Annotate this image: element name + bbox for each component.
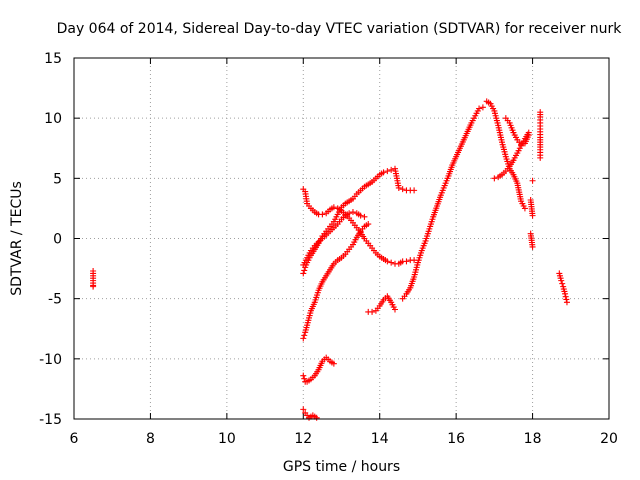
x-tick-label: 6 — [70, 431, 79, 447]
data-point — [403, 258, 410, 265]
data-point — [562, 293, 569, 300]
data-point — [301, 267, 308, 274]
series-arc-1 — [90, 267, 97, 290]
x-tick-label: 14 — [371, 431, 389, 447]
data-point — [330, 204, 337, 211]
data-point — [313, 414, 320, 421]
data-point — [388, 166, 395, 173]
data-point — [559, 280, 566, 287]
y-tick-label: 5 — [53, 171, 62, 187]
plot-frame — [73, 57, 610, 420]
series-arc-2 — [300, 165, 418, 277]
data-point — [300, 270, 307, 277]
series-arc-12 — [502, 115, 536, 219]
series-arc-14 — [537, 109, 544, 161]
series-arc-10 — [483, 98, 528, 212]
data-point — [479, 104, 486, 111]
data-point — [300, 406, 307, 413]
data-point — [319, 211, 326, 218]
series-arc-9 — [399, 104, 486, 302]
x-tick-label: 16 — [447, 431, 465, 447]
data-point — [361, 213, 368, 220]
data-point — [525, 132, 532, 139]
data-point — [346, 210, 353, 217]
data-point — [558, 277, 565, 284]
data-point — [518, 141, 525, 148]
data-point — [529, 212, 536, 219]
chart-title: Day 064 of 2014, Sidereal Day-to-day VTE… — [57, 21, 623, 37]
y-tick-label: 10 — [44, 111, 62, 127]
data-point — [300, 335, 307, 342]
data-point — [380, 169, 387, 176]
data-point — [563, 299, 570, 306]
data-point — [330, 360, 337, 367]
series-arc-3 — [300, 186, 418, 267]
data-point — [349, 209, 356, 216]
data-point — [491, 175, 498, 182]
data-point — [529, 177, 536, 184]
data-point — [369, 308, 376, 315]
data-point — [90, 283, 97, 290]
data-point — [411, 187, 418, 194]
y-tick-label: 15 — [44, 51, 62, 67]
data-point — [399, 186, 406, 193]
y-axis-label: SDTVAR / TECUs — [9, 181, 25, 296]
x-tick-label: 12 — [294, 431, 312, 447]
y-tick-label: -5 — [48, 292, 62, 308]
x-tick-label: 10 — [218, 431, 236, 447]
data-point — [384, 168, 391, 175]
axis-ticks: 6 8 10 12 14 16 18 20 -15 -10 -5 0 5 10 15 — [39, 51, 618, 447]
x-tick-label: 18 — [524, 431, 542, 447]
data-point — [300, 372, 307, 379]
data-point — [521, 205, 528, 212]
data-point — [563, 296, 570, 303]
data-point — [301, 332, 308, 339]
y-tick-label: -10 — [39, 352, 62, 368]
data-point — [529, 243, 536, 250]
data-point — [365, 221, 372, 228]
data-point — [357, 212, 364, 219]
y-tick-label: -15 — [39, 412, 62, 428]
series-arc-15 — [556, 270, 570, 306]
x-tick-label: 20 — [600, 431, 618, 447]
series-arc-5 — [300, 221, 372, 342]
data-point — [301, 375, 308, 382]
series-arc-4 — [300, 209, 368, 268]
data-point — [392, 306, 398, 313]
data-point — [476, 105, 483, 112]
series-arc-6 — [300, 354, 337, 385]
data-point — [395, 184, 402, 191]
series-arc-7 — [300, 406, 320, 421]
x-tick-label: 8 — [146, 431, 155, 447]
y-tick-label: 0 — [53, 232, 62, 248]
x-axis-label: GPS time / hours — [283, 459, 400, 475]
series-arc-13 — [527, 177, 536, 250]
data-points — [90, 98, 570, 421]
data-point — [562, 290, 569, 297]
data-point — [384, 258, 391, 265]
data-point — [537, 109, 544, 116]
data-point — [388, 259, 395, 266]
series-arc-8 — [365, 293, 398, 315]
